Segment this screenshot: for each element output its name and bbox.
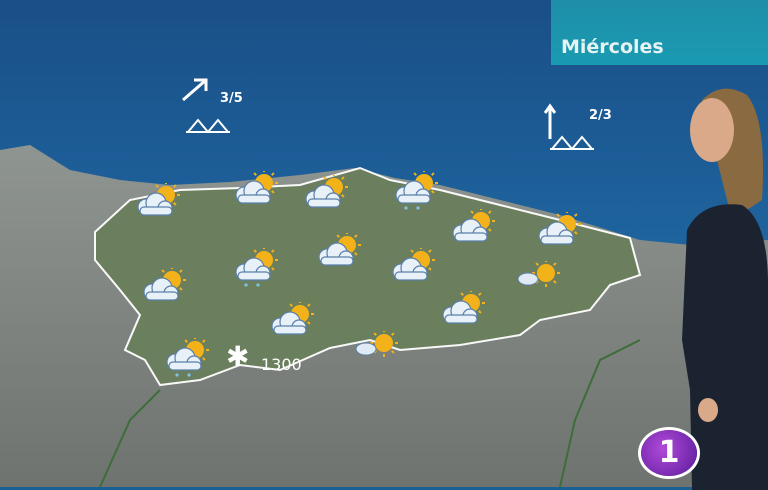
- province-border: [99, 339, 641, 487]
- day-banner: Miércoles: [551, 0, 768, 65]
- partly-cloudy-icon: [533, 210, 583, 252]
- sun-with-cloud-icon: [350, 329, 400, 371]
- partly-cloudy-showers-icon: [390, 169, 440, 211]
- north-east-arrow-icon: [182, 78, 230, 133]
- wind-value: 2/3: [589, 108, 612, 123]
- waves-icon: [186, 118, 230, 133]
- partly-cloudy-icon: [138, 266, 188, 308]
- north-arrow-icon: [544, 103, 594, 150]
- sun-with-cloud-icon: [512, 259, 562, 301]
- partly-cloudy-icon: [266, 300, 316, 342]
- partly-cloudy-icon: [230, 169, 280, 211]
- partly-cloudy-icon: [447, 207, 497, 249]
- partly-cloudy-icon: [300, 173, 350, 215]
- wind-value: 3/5: [220, 91, 243, 106]
- asturias-region: [94, 166, 642, 387]
- snowflake-icon: ✱: [226, 340, 250, 373]
- presenter: [682, 88, 768, 490]
- partly-cloudy-icon: [387, 246, 437, 288]
- channel-logo: 1: [641, 430, 697, 476]
- snow-level: 1300: [261, 355, 302, 374]
- waves-icon: [550, 135, 594, 150]
- partly-cloudy-icon: [132, 181, 182, 223]
- partly-cloudy-showers-icon: [230, 246, 280, 288]
- partly-cloudy-icon: [313, 231, 363, 273]
- partly-cloudy-icon: [437, 289, 487, 331]
- partly-cloudy-showers-icon: [161, 336, 211, 378]
